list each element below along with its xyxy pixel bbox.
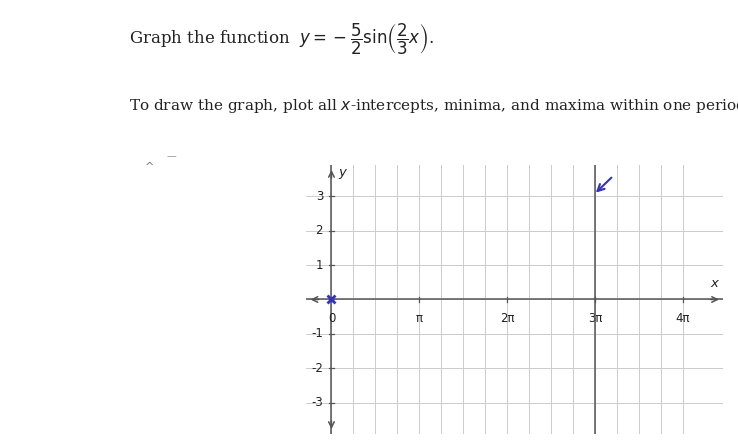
- Text: 2: 2: [316, 224, 323, 237]
- Text: -3: -3: [311, 396, 323, 409]
- Text: 3π: 3π: [588, 312, 602, 325]
- Text: ^: ^: [145, 162, 154, 172]
- Text: -2: -2: [311, 362, 323, 375]
- Text: 4π: 4π: [676, 312, 690, 325]
- Text: π: π: [416, 312, 423, 325]
- Text: 0: 0: [328, 312, 335, 325]
- Text: 1: 1: [316, 259, 323, 272]
- Text: 3: 3: [316, 190, 323, 203]
- Text: $x$: $x$: [710, 277, 720, 290]
- Text: —: —: [166, 151, 176, 161]
- Text: $y$: $y$: [337, 167, 348, 181]
- Text: Graph the function  $y = -\dfrac{5}{2}\sin\!\left(\dfrac{2}{3}x\right)$.: Graph the function $y = -\dfrac{5}{2}\si…: [129, 21, 435, 57]
- Text: 2π: 2π: [500, 312, 514, 325]
- Text: -1: -1: [311, 327, 323, 340]
- Text: To draw the graph, plot all $x$-intercepts, minima, and maxima within one period: To draw the graph, plot all $x$-intercep…: [129, 97, 738, 114]
